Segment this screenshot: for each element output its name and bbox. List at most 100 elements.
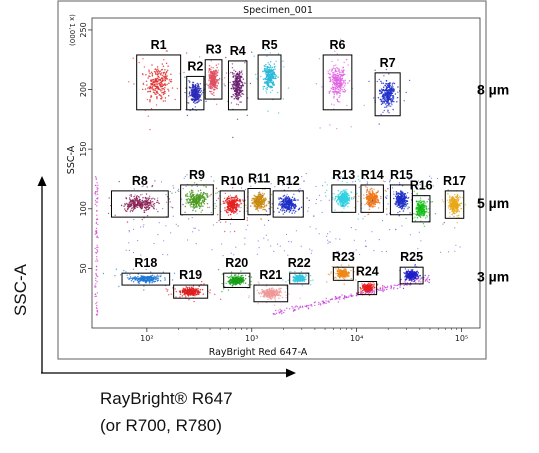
event-dot <box>333 104 335 106</box>
event-dot <box>403 100 405 102</box>
event-dot <box>399 210 401 213</box>
event-dot <box>234 88 237 90</box>
event-dot <box>341 78 343 80</box>
event-dot <box>396 205 398 207</box>
event-dot <box>423 225 426 227</box>
event-dot <box>194 95 196 98</box>
event-dot <box>266 86 269 89</box>
event-dot <box>125 198 128 200</box>
event-dot <box>232 200 234 202</box>
event-dot <box>160 90 162 92</box>
event-dot <box>224 77 226 79</box>
event-dot <box>148 204 151 206</box>
event-dot <box>141 218 143 221</box>
event-dot <box>159 78 162 80</box>
event-dot <box>198 89 201 91</box>
event-dot <box>167 94 170 97</box>
event-dot <box>378 123 380 125</box>
event-dot <box>236 87 239 89</box>
event-dot <box>334 77 337 80</box>
event-dot <box>265 72 267 75</box>
event-dot <box>140 206 142 209</box>
event-dot <box>332 88 335 90</box>
event-dot <box>378 207 380 209</box>
event-dot <box>215 69 217 72</box>
event-dot <box>337 195 340 197</box>
event-dot <box>451 196 454 198</box>
event-dot <box>342 71 344 73</box>
event-dot <box>339 89 341 92</box>
event-dot <box>266 92 268 94</box>
event-dot <box>162 87 165 90</box>
event-dot <box>366 196 369 198</box>
event-dot <box>374 69 376 72</box>
event-dot <box>238 77 240 80</box>
event-dot <box>252 202 254 204</box>
event-dot <box>240 202 243 205</box>
event-dot <box>236 103 238 105</box>
event-dot <box>201 288 204 291</box>
event-dot <box>158 94 160 96</box>
event-dot <box>261 197 263 199</box>
event-dot <box>127 276 129 279</box>
event-dot <box>156 92 159 94</box>
event-dot <box>387 99 389 102</box>
event-dot <box>151 75 154 77</box>
event-dot <box>195 194 197 196</box>
event-dot <box>335 201 338 203</box>
event-dot <box>376 196 378 199</box>
event-dot <box>139 204 141 206</box>
event-dot <box>232 80 234 83</box>
event-dot <box>133 205 135 207</box>
event-dot <box>269 91 272 94</box>
event-dot <box>242 78 245 80</box>
event-dot <box>237 95 239 97</box>
event-dot <box>240 206 242 209</box>
event-dot <box>450 198 453 200</box>
event-dot <box>133 195 135 198</box>
event-dot <box>400 190 402 192</box>
event-dot <box>344 195 347 198</box>
event-dot <box>407 192 409 194</box>
event-dot <box>148 206 151 209</box>
event-dot <box>224 201 226 203</box>
event-dot <box>357 175 359 177</box>
event-dot <box>455 207 457 209</box>
event-dot <box>384 92 387 94</box>
event-dot <box>416 216 419 219</box>
event-dot <box>188 191 191 193</box>
event-dot <box>204 192 206 195</box>
event-dot <box>263 208 266 211</box>
event-dot <box>269 66 271 69</box>
event-dot <box>216 74 219 76</box>
event-dot <box>157 68 159 70</box>
event-dot <box>392 108 394 111</box>
event-dot <box>294 198 296 200</box>
event-dot <box>281 202 283 204</box>
event-dot <box>138 61 140 64</box>
event-dot <box>451 213 453 216</box>
event-dot <box>234 78 236 80</box>
event-dot <box>264 70 267 72</box>
event-dot <box>269 64 272 67</box>
event-dot <box>418 206 420 209</box>
event-dot <box>388 105 390 107</box>
event-dot <box>233 202 236 204</box>
event-dot <box>209 195 211 197</box>
event-dot <box>157 279 159 282</box>
event-dot <box>192 190 194 192</box>
event-dot <box>367 197 369 200</box>
event-dot <box>215 86 217 89</box>
event-dot <box>288 198 291 200</box>
event-dot <box>402 198 405 200</box>
event-dot <box>236 204 238 206</box>
event-dot <box>363 194 365 196</box>
event-dot <box>210 66 212 68</box>
event-dot <box>133 277 135 280</box>
event-dot <box>225 221 227 223</box>
event-dot <box>404 197 407 199</box>
event-dot <box>392 86 394 88</box>
event-dot <box>388 96 391 99</box>
event-dot <box>264 197 266 199</box>
event-dot <box>237 205 239 208</box>
